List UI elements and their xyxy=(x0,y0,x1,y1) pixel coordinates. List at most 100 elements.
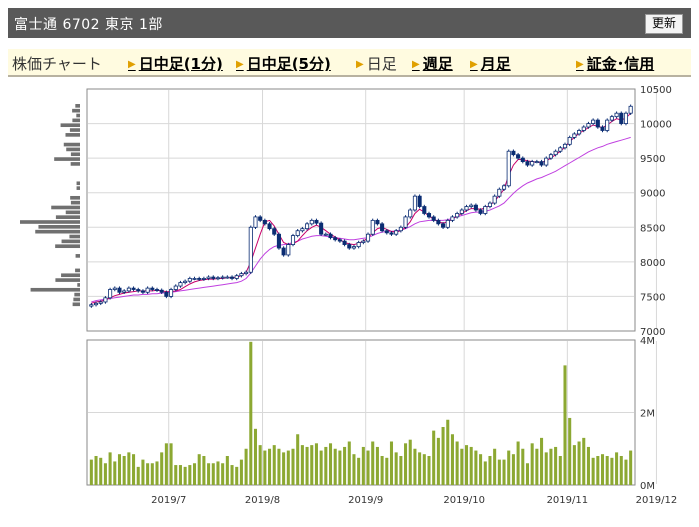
tab-label: 日中足(1分) xyxy=(138,55,223,73)
volume-bar xyxy=(347,441,351,485)
volume-bar xyxy=(169,443,173,485)
volume-bar xyxy=(132,454,136,485)
candle-body xyxy=(487,202,493,207)
tab-intraday-1min[interactable]: ▶ 日中足(1分) xyxy=(128,53,223,74)
volume-bar xyxy=(324,446,328,485)
candle-body xyxy=(122,290,127,293)
candle-body xyxy=(365,233,371,242)
profile-bar xyxy=(76,186,80,190)
volume-bar xyxy=(352,454,356,485)
volume-bar xyxy=(502,459,506,485)
arrow-icon: ▶ xyxy=(128,59,136,70)
profile-bar xyxy=(61,239,80,244)
volume-bar xyxy=(375,446,379,485)
volume-bar xyxy=(99,457,103,485)
profile-bar xyxy=(65,133,80,137)
volume-bar xyxy=(516,441,520,485)
arrow-icon: ▶ xyxy=(236,59,244,70)
tab-label: 月足 xyxy=(480,55,511,73)
candle-body xyxy=(286,244,291,256)
y-tick-label: 9500 xyxy=(640,154,665,165)
candle-body xyxy=(290,235,296,245)
volume-bar xyxy=(197,454,201,485)
candle-body xyxy=(267,223,272,230)
volume-bar xyxy=(446,419,450,485)
price-panel-frame xyxy=(86,88,636,332)
volume-bar xyxy=(310,445,314,485)
volume-bar xyxy=(164,443,168,485)
tab-monthly[interactable]: ▶ 月足 xyxy=(470,53,511,74)
candle-body xyxy=(183,280,188,283)
candle-body xyxy=(103,297,108,303)
candle-body xyxy=(131,287,136,290)
candle-body xyxy=(281,247,286,256)
volume-bar xyxy=(432,430,436,485)
candle-body xyxy=(619,112,624,124)
candle-body xyxy=(394,230,399,235)
candle-body xyxy=(206,276,211,279)
volume-bar xyxy=(479,454,483,485)
tab-stock-chart: 株価チャート xyxy=(12,55,102,73)
volume-bar xyxy=(94,456,98,485)
tab-weekly[interactable]: ▶ 週足 xyxy=(412,53,453,74)
arrow-icon: ▶ xyxy=(356,59,364,70)
candle-body xyxy=(577,130,582,135)
candle-body xyxy=(398,226,403,232)
volume-tick-label: 4M xyxy=(640,336,655,347)
volume-bar xyxy=(216,461,220,485)
volume-bar xyxy=(319,450,323,485)
volume-tick-label: 2M xyxy=(640,409,655,420)
candle-body xyxy=(253,216,258,228)
volume-bar xyxy=(188,465,192,485)
volume-bar xyxy=(582,437,586,485)
grid xyxy=(88,90,657,484)
candle-body xyxy=(187,278,192,282)
volume-bar xyxy=(497,459,501,485)
profile-bar xyxy=(54,157,80,161)
volume-bar xyxy=(225,456,229,485)
volume-bar xyxy=(563,365,567,485)
candle-body xyxy=(380,223,385,232)
candle-body xyxy=(258,216,263,221)
candle-body xyxy=(314,219,319,224)
volume-bar xyxy=(192,463,197,485)
volume-bar xyxy=(272,445,276,485)
tab-daily: ▶ 日足 xyxy=(356,53,397,74)
x-tick-label: 2019/10 xyxy=(443,495,485,506)
volume-bar xyxy=(418,452,422,485)
profile-bar xyxy=(70,200,80,205)
profile-bar xyxy=(70,195,80,200)
candle-body xyxy=(211,276,216,279)
volume-bar xyxy=(394,452,398,485)
volume-bar xyxy=(230,465,234,485)
y-tick-label: 8500 xyxy=(640,223,665,234)
volume-bar xyxy=(277,448,281,485)
candle-body xyxy=(234,275,239,279)
volume-bar xyxy=(493,448,497,485)
candle-body xyxy=(600,126,605,131)
volume-bar xyxy=(328,443,333,485)
profile-bar xyxy=(74,292,80,297)
volume-bar xyxy=(525,463,530,485)
volume-bar xyxy=(591,457,595,485)
refresh-button[interactable]: 更新 xyxy=(644,14,683,34)
volume-bar xyxy=(296,434,300,485)
tab-margin-credit[interactable]: ▶ 証金･信用 xyxy=(576,53,654,74)
volume-bar xyxy=(89,459,93,485)
candle-body xyxy=(497,188,502,197)
candle-body xyxy=(192,278,197,280)
candle-body xyxy=(417,195,422,207)
profile-bar xyxy=(20,220,80,224)
candle-body xyxy=(262,219,267,225)
volume-bar xyxy=(366,450,370,485)
candle-body xyxy=(370,219,375,235)
candle-body xyxy=(164,291,169,297)
candle-body xyxy=(361,240,366,243)
tab-intraday-5min[interactable]: ▶ 日中足(5分) xyxy=(236,53,331,74)
candle-body xyxy=(309,219,314,225)
profile-bar xyxy=(38,225,80,229)
candle-body xyxy=(154,289,160,291)
candle-body xyxy=(450,216,455,221)
volume-bar xyxy=(586,446,590,485)
